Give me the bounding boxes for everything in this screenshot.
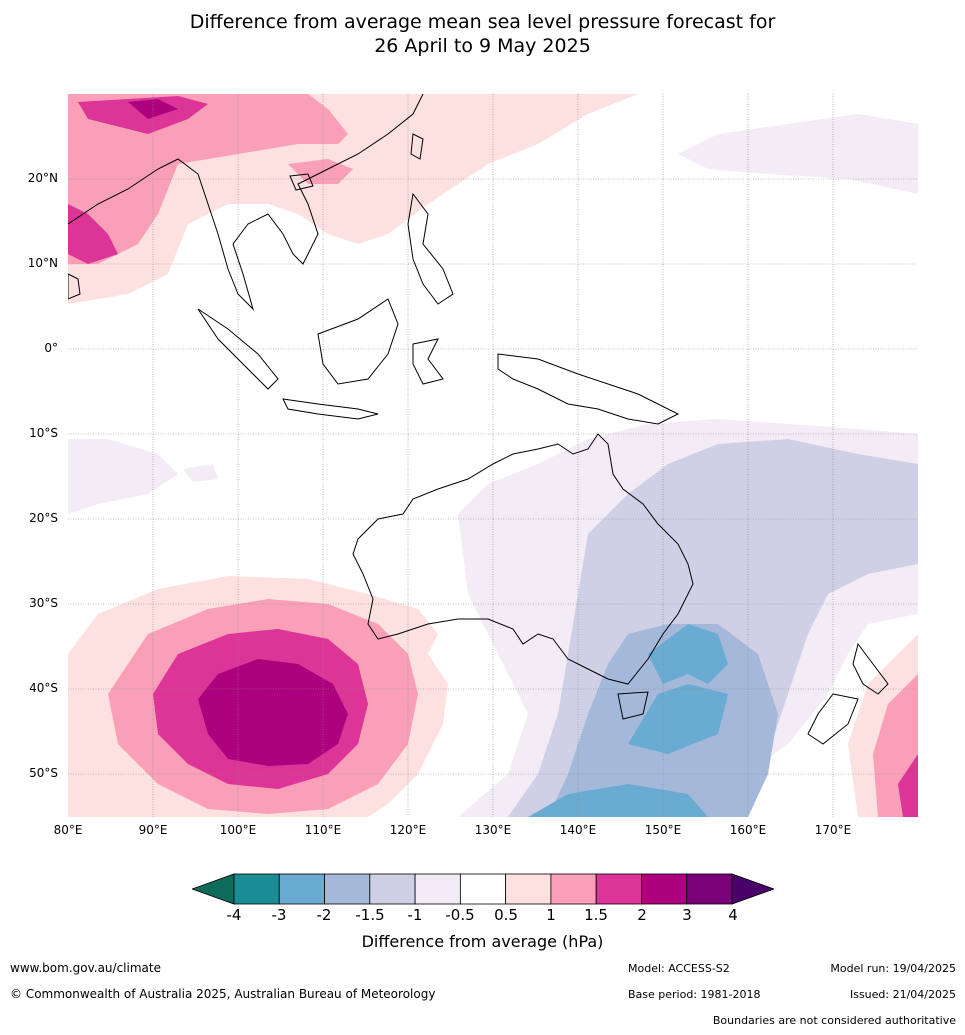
lat-label-40s: 40°S bbox=[29, 681, 58, 695]
title-line-1: Difference from average mean sea level p… bbox=[189, 11, 776, 33]
contour-ne-neg bbox=[678, 114, 918, 194]
contour-north-1p5 bbox=[68, 204, 118, 264]
cb-tick-5: -0.5 bbox=[445, 906, 475, 924]
cb-tick-1: -3 bbox=[271, 906, 287, 924]
lon-label-120e: 120°E bbox=[389, 823, 427, 837]
footer-model-run: Model run: 19/04/2025 bbox=[830, 962, 956, 975]
pressure-anomaly-map bbox=[68, 94, 918, 817]
contour-high-2 bbox=[198, 659, 348, 766]
lon-label-170e: 170°E bbox=[814, 823, 852, 837]
coast-hainan bbox=[289, 173, 314, 191]
colorbar-over-arrow bbox=[731, 873, 774, 905]
coast-java bbox=[282, 398, 379, 420]
colorbar-segment-4 bbox=[414, 873, 461, 905]
cb-tick-11: 4 bbox=[728, 906, 738, 924]
colorbar-under-arrow bbox=[192, 873, 235, 905]
colorbar-segment-2 bbox=[324, 873, 371, 905]
contour-nz-1p5 bbox=[898, 754, 918, 817]
cb-tick-3: -1.5 bbox=[355, 906, 385, 924]
colorbar-segment-6 bbox=[505, 873, 552, 905]
coast-nz-north bbox=[852, 642, 889, 695]
cb-tick-0: -4 bbox=[226, 906, 242, 924]
coast-new-guinea bbox=[497, 353, 680, 425]
coast-borneo bbox=[317, 298, 399, 385]
lon-label-100e: 100°E bbox=[219, 823, 257, 837]
coast-australia bbox=[352, 433, 694, 685]
lon-label-90e: 90°E bbox=[138, 823, 168, 837]
coast-sumatra bbox=[197, 308, 279, 390]
colorbar-segment-7 bbox=[550, 873, 597, 905]
colorbar-segment-5 bbox=[459, 873, 507, 905]
coast-asia-mainland bbox=[68, 94, 424, 311]
lat-label-10s: 10°S bbox=[29, 426, 58, 440]
map-title: Difference from average mean sea level p… bbox=[0, 10, 965, 58]
contour-aus-neg-2b bbox=[628, 684, 728, 754]
lon-label-160e: 160°E bbox=[729, 823, 767, 837]
title-line-2: 26 April to 9 May 2025 bbox=[374, 35, 591, 57]
lon-label-130e: 130°E bbox=[474, 823, 512, 837]
cb-tick-7: 1 bbox=[546, 906, 556, 924]
coast-taiwan bbox=[410, 133, 424, 160]
footer-copyright: © Commonwealth of Australia 2025, Austra… bbox=[10, 987, 436, 1001]
coast-nz-south bbox=[807, 693, 859, 745]
lat-label-20s: 20°S bbox=[29, 511, 58, 525]
graticule bbox=[68, 94, 918, 817]
colorbar-segment-8 bbox=[595, 873, 642, 905]
coast-sulawesi bbox=[412, 338, 444, 385]
lat-label-30s: 30°S bbox=[29, 596, 58, 610]
coastlines bbox=[68, 94, 889, 745]
lat-label-0: 0° bbox=[44, 341, 58, 355]
contour-north-1b bbox=[288, 159, 353, 184]
footer-issued: Issued: 21/04/2025 bbox=[849, 988, 956, 1001]
contour-aus-neg-2 bbox=[648, 624, 728, 684]
contour-north-1p5b bbox=[78, 96, 208, 134]
coast-tasmania bbox=[617, 691, 649, 720]
colorbar bbox=[192, 873, 774, 905]
lon-label-140e: 140°E bbox=[559, 823, 597, 837]
cb-tick-9: 2 bbox=[637, 906, 647, 924]
colorbar-title: Difference from average (hPa) bbox=[361, 932, 604, 951]
contour-west-neg bbox=[68, 439, 178, 514]
cb-tick-8: 1.5 bbox=[584, 906, 608, 924]
cb-tick-10: 3 bbox=[682, 906, 692, 924]
contour-north-1 bbox=[68, 94, 348, 264]
footer-disclaimer: Boundaries are not considered authoritat… bbox=[712, 1014, 956, 1027]
colorbar-segment-0 bbox=[233, 873, 280, 905]
lon-label-110e: 110°E bbox=[304, 823, 342, 837]
lat-label-50s: 50°S bbox=[29, 766, 58, 780]
footer-base-period: Base period: 1981-2018 bbox=[628, 988, 761, 1001]
cb-tick-2: -2 bbox=[316, 906, 332, 924]
lat-label-10n: 10°N bbox=[27, 256, 58, 270]
colorbar-segment-1 bbox=[278, 873, 325, 905]
contour-west-neg2 bbox=[183, 464, 218, 482]
colorbar-segment-3 bbox=[369, 873, 416, 905]
lat-label-20n: 20°N bbox=[27, 171, 58, 185]
cb-tick-6: 0.5 bbox=[494, 906, 518, 924]
lon-label-80e: 80°E bbox=[53, 823, 83, 837]
colorbar-segment-9 bbox=[641, 873, 688, 905]
cb-tick-4: -1 bbox=[407, 906, 423, 924]
coast-sri-lanka bbox=[68, 273, 81, 300]
lon-label-150e: 150°E bbox=[644, 823, 682, 837]
footer-url[interactable]: www.bom.gov.au/climate bbox=[10, 961, 161, 975]
colorbar-segment-10 bbox=[686, 873, 733, 905]
footer-model: Model: ACCESS-S2 bbox=[628, 962, 730, 975]
coast-philippines bbox=[407, 192, 454, 305]
